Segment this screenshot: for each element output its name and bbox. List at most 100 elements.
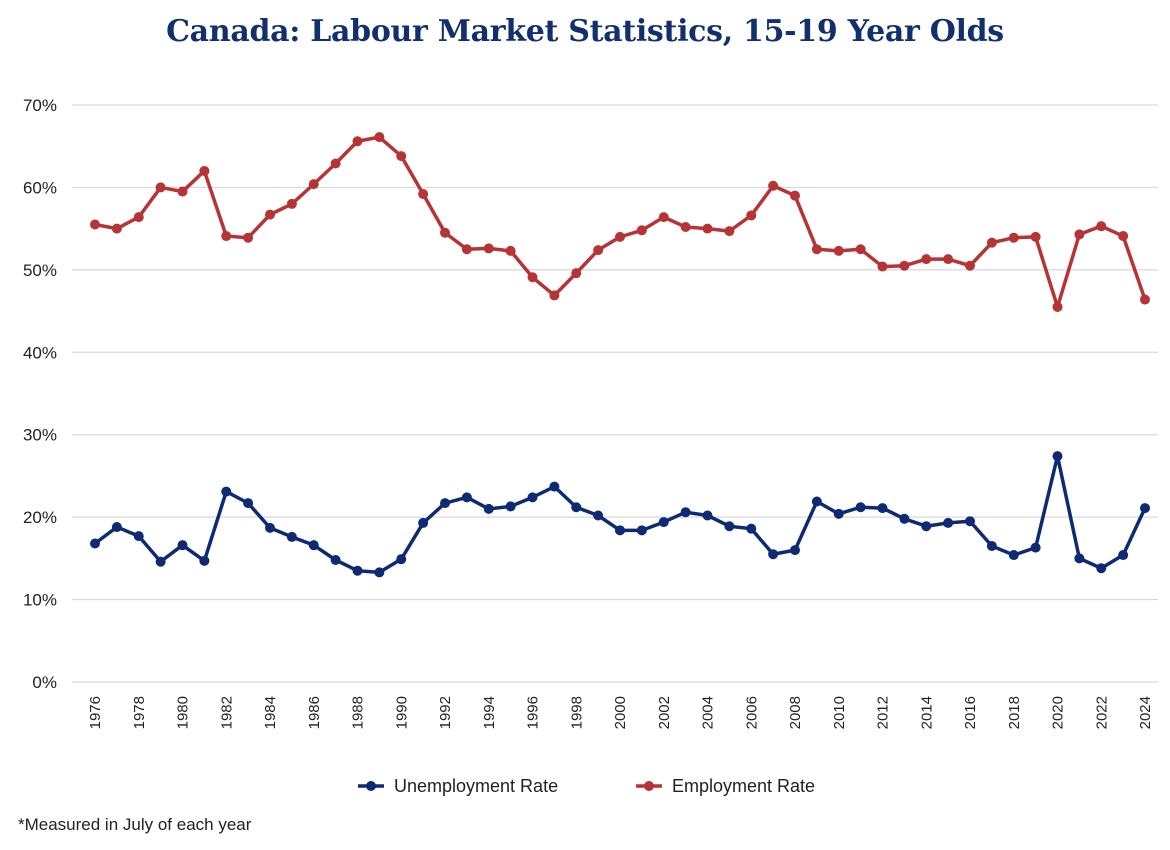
data-point — [855, 244, 866, 255]
gridlines — [72, 104, 1158, 683]
data-point — [286, 531, 297, 542]
x-tick-label: 2024 — [1137, 696, 1154, 729]
data-point — [90, 219, 100, 230]
data-point — [1118, 231, 1129, 242]
data-point — [483, 503, 494, 514]
data-point — [636, 525, 647, 536]
data-point — [899, 260, 910, 271]
data-point — [899, 513, 910, 524]
y-axis-ticks: 0% 10% 20% 30% 40% 50% 60% 70% — [23, 96, 57, 692]
y-tick-label: 0% — [32, 673, 57, 692]
x-tick-label: 2002 — [656, 696, 673, 729]
footnote: *Measured in July of each year — [18, 815, 252, 834]
data-point — [746, 210, 757, 221]
x-tick-label: 2010 — [831, 696, 848, 729]
data-point — [418, 189, 429, 200]
data-point — [199, 555, 210, 566]
data-point — [636, 225, 647, 236]
data-point — [111, 223, 122, 234]
x-tick-label: 2004 — [700, 696, 717, 729]
data-point — [396, 151, 407, 162]
data-point — [1118, 550, 1129, 561]
data-point — [1096, 221, 1107, 232]
data-point — [1140, 294, 1150, 305]
x-tick-label: 1976 — [87, 696, 104, 729]
data-point — [527, 492, 538, 503]
data-point — [833, 508, 844, 519]
data-point — [549, 290, 560, 301]
data-point — [440, 498, 450, 509]
series-line — [93, 135, 1147, 309]
data-point — [790, 545, 800, 556]
data-point — [680, 507, 691, 518]
data-point — [1008, 550, 1019, 561]
data-point — [505, 245, 516, 256]
data-point — [746, 523, 757, 534]
data-point — [921, 254, 932, 265]
x-tick-label: 1988 — [350, 696, 367, 729]
data-point — [615, 525, 625, 536]
y-tick-label: 50% — [23, 261, 57, 280]
x-tick-label: 1980 — [175, 696, 192, 729]
data-point — [1030, 542, 1041, 553]
data-point — [658, 212, 669, 223]
data-point — [133, 531, 144, 542]
x-tick-label: 1986 — [306, 696, 323, 729]
y-tick-label: 20% — [23, 508, 57, 527]
data-point — [286, 198, 297, 209]
chart-title: Canada: Labour Market Statistics, 15-19 … — [166, 14, 1004, 49]
data-point — [702, 223, 713, 234]
data-point — [352, 565, 363, 576]
x-tick-label: 1994 — [481, 696, 498, 729]
series-unemployment — [90, 451, 1150, 578]
x-tick-label: 2018 — [1006, 696, 1023, 729]
data-point — [505, 501, 516, 512]
data-point — [199, 165, 210, 176]
data-point — [221, 231, 232, 242]
y-tick-label: 10% — [23, 591, 57, 610]
data-point — [177, 540, 188, 551]
data-point — [571, 268, 582, 279]
data-point — [265, 209, 275, 220]
data-point — [965, 516, 975, 527]
legend-swatch-marker — [644, 781, 654, 791]
y-tick-label: 40% — [23, 343, 57, 362]
x-tick-label: 1992 — [437, 696, 454, 729]
data-point — [440, 227, 450, 238]
data-point — [396, 554, 407, 565]
x-tick-label: 2012 — [875, 696, 892, 729]
x-tick-label: 2016 — [962, 696, 979, 729]
legend-label: Unemployment Rate — [394, 776, 558, 796]
x-tick-label: 1990 — [393, 696, 410, 729]
data-point — [527, 272, 538, 283]
data-point — [768, 549, 779, 560]
legend-entry: Unemployment Rate — [358, 776, 558, 796]
data-point — [374, 132, 385, 143]
series-line — [93, 454, 1147, 575]
data-point — [330, 555, 341, 566]
y-tick-label: 60% — [23, 178, 57, 197]
x-tick-label: 2006 — [743, 696, 760, 729]
x-tick-label: 2008 — [787, 696, 804, 729]
data-point — [877, 261, 888, 272]
data-point — [921, 521, 932, 532]
data-point — [615, 231, 625, 242]
data-point — [1140, 503, 1150, 514]
data-point — [1074, 553, 1085, 564]
x-tick-label: 2014 — [918, 696, 935, 729]
data-point — [155, 182, 166, 193]
data-point — [811, 496, 822, 507]
data-point — [855, 502, 866, 513]
data-point — [877, 503, 888, 514]
data-point — [177, 186, 188, 197]
data-point — [593, 245, 604, 256]
data-point — [308, 179, 319, 190]
data-point — [133, 212, 144, 223]
data-point — [593, 510, 604, 521]
legend: Unemployment Rate Employment Rate — [358, 776, 815, 796]
data-point — [724, 226, 735, 237]
data-point — [1096, 563, 1107, 574]
x-tick-label: 2000 — [612, 696, 629, 729]
series-group — [90, 132, 1150, 578]
